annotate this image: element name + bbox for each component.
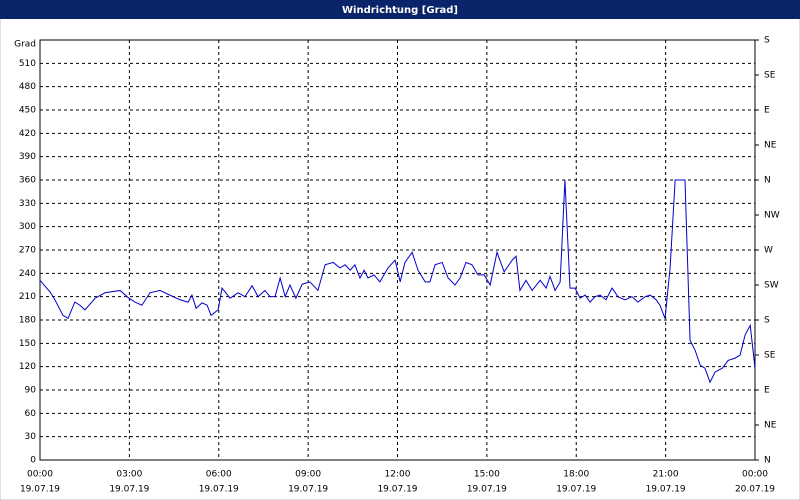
y-tick-label: 480 <box>19 82 36 92</box>
x-tick-label: 21:00 <box>653 470 679 480</box>
y-tick-label: 240 <box>19 269 36 279</box>
y2-tick-label: E <box>764 386 770 396</box>
x-tick-date: 19.07.19 <box>556 485 596 495</box>
x-tick-label: 03:00 <box>116 470 142 480</box>
x-tick-date: 19.07.19 <box>109 485 149 495</box>
y-tick-label: 60 <box>25 409 37 419</box>
y-tick-label: 210 <box>19 292 36 302</box>
x-tick-label: 09:00 <box>295 470 321 480</box>
y-tick-label: 0 <box>30 456 36 466</box>
x-tick-label: 06:00 <box>206 470 232 480</box>
y2-tick-label: W <box>764 246 773 256</box>
y-axis-label: Grad <box>14 40 36 50</box>
y-tick-label: 510 <box>19 59 36 69</box>
x-tick-label: 12:00 <box>385 470 411 480</box>
y-tick-label: 420 <box>19 129 36 139</box>
y2-tick-label: NW <box>764 211 780 221</box>
y-tick-label: 450 <box>19 106 36 116</box>
y-tick-label: 300 <box>19 222 36 232</box>
y2-tick-label: E <box>764 106 770 116</box>
y2-tick-label: S <box>764 316 770 326</box>
y-tick-label: 330 <box>19 199 36 209</box>
y2-tick-label: N <box>764 176 771 186</box>
y2-tick-label: SE <box>764 71 776 81</box>
y2-tick-label: NE <box>764 421 777 431</box>
x-tick-date: 19.07.19 <box>467 485 507 495</box>
y2-tick-label: NE <box>764 141 777 151</box>
plot: 0 30 60 90 120 150 180 210 240 270 300 330 360 390 420… <box>19 36 780 495</box>
y-tick-label: 150 <box>19 339 36 349</box>
y-tick-label: 90 <box>25 386 37 396</box>
y2-tick-label: N <box>764 456 771 466</box>
y-tick-label: 390 <box>19 152 36 162</box>
y2-tick-label: S <box>764 36 770 46</box>
x-tick-label: 00:00 <box>742 470 768 480</box>
title-bar <box>0 0 800 19</box>
x-tick-date: 19.07.19 <box>646 485 686 495</box>
x-tick-label: 15:00 <box>474 470 500 480</box>
x-tick-date: 19.07.19 <box>199 485 239 495</box>
x-tick-label: 18:00 <box>563 470 589 480</box>
data-line <box>39 179 756 384</box>
y-tick-label: 30 <box>25 432 37 442</box>
x-tick-date: 19.07.19 <box>288 485 328 495</box>
x-tick-date: 19.07.19 <box>20 485 60 495</box>
y-tick-label: 180 <box>19 316 36 326</box>
window-title: Windrichtung [Grad] <box>342 5 458 16</box>
y2-tick-label: SE <box>764 351 776 361</box>
x-tick-label: 00:00 <box>27 470 53 480</box>
plot-frame <box>39 39 756 461</box>
y-tick-label: 120 <box>19 362 36 372</box>
x-tick-date: 20.07.19 <box>735 485 775 495</box>
x-tick-date: 19.07.19 <box>377 485 417 495</box>
y-tick-label: 360 <box>19 176 36 186</box>
y-tick-label: 270 <box>19 246 36 256</box>
y2-tick-label: SW <box>764 281 779 291</box>
